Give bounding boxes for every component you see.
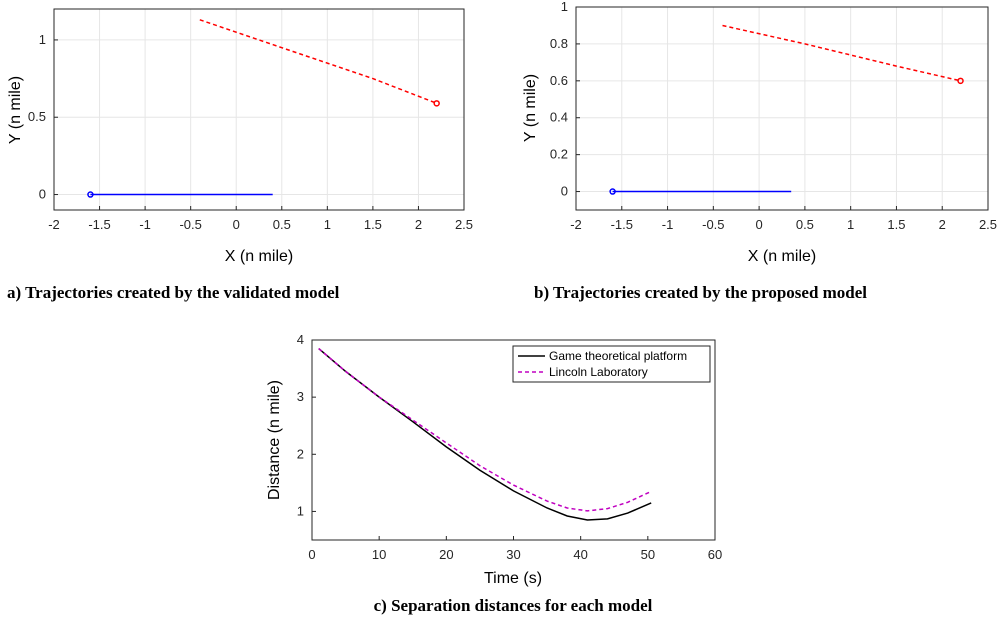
x-tick-label: 40: [573, 547, 587, 562]
chart-panel-c: 0 10 20 30 40 50 60 1 2 3 4 Game theoretical platf…: [266, 332, 722, 615]
x-tick-label: -2: [48, 217, 60, 232]
tick-labels-a: -2 -1.5 -1 -0.5 0 0.5 1 1.5 2 2.5 0 0.5 1: [28, 32, 473, 232]
x-tick-label: 2.5: [979, 217, 997, 232]
chart-panel-a: -2 -1.5 -1 -0.5 0 0.5 1 1.5 2 2.5 0 0.5 1 X (n mile)…: [7, 8, 473, 302]
y-tick-label: 2: [297, 446, 304, 461]
x-axis-label-b: X (n mile): [748, 248, 816, 265]
x-tick-label: 1: [847, 217, 854, 232]
plot-area-b: [576, 7, 988, 210]
y-tick-label: 0.5: [28, 109, 46, 124]
y-axis-label-c: Distance (n mile): [266, 380, 283, 500]
x-tick-label: 1: [324, 217, 331, 232]
axes-frame-a: [53, 8, 465, 211]
y-axis-label-b: Y (n mile): [522, 74, 539, 142]
y-tick-label: 0.6: [550, 73, 568, 88]
x-tick-label: 30: [506, 547, 520, 562]
series-end-marker: [957, 77, 964, 85]
tick-labels-c: 0 10 20 30 40 50 60 1 2 3 4: [297, 332, 722, 562]
tick-labels-b: -2 -1.5 -1 -0.5 0 0.5 1 1.5 2 2.5 0 0.2 0.4 0.6 0.8 1: [550, 0, 997, 232]
x-axis-label-c: Time (s): [484, 570, 542, 587]
legend-label-lincoln: Lincoln Laboratory: [549, 365, 648, 379]
chart-panel-b: -2 -1.5 -1 -0.5 0 0.5 1 1.5 2 2.5 0 0.2 0.4 0.6 0.8 1 X…: [522, 0, 997, 302]
series-start-marker: [609, 188, 616, 195]
series-group-b: [609, 24, 964, 195]
x-tick-label: -1.5: [88, 217, 110, 232]
axes-frame-c: [311, 339, 716, 541]
series-line-2: [318, 348, 652, 512]
legend-label-game: Game theoretical platform: [549, 349, 687, 363]
caption-c: c) Separation distances for each model: [374, 596, 653, 615]
series-line-2: [199, 19, 437, 104]
x-tick-label: -0.5: [702, 217, 724, 232]
plot-area-a: [54, 9, 464, 210]
y-tick-label: 0: [39, 187, 46, 202]
x-tick-label: 2: [415, 217, 422, 232]
x-axis-label-a: X (n mile): [225, 248, 293, 265]
y-tick-label: 1: [39, 32, 46, 47]
series-end-marker: [433, 100, 440, 107]
axes-frame-b: [575, 6, 989, 211]
legend-box: [512, 345, 711, 383]
x-tick-label: 10: [372, 547, 386, 562]
x-tick-label: 20: [439, 547, 453, 562]
x-tick-label: -1: [662, 217, 674, 232]
x-tick-label: -0.5: [179, 217, 201, 232]
series-start-marker: [87, 191, 94, 198]
y-tick-label: 3: [297, 389, 304, 404]
y-tick-label: 0.8: [550, 36, 568, 51]
x-tick-label: 1.5: [887, 217, 905, 232]
x-tick-label: 60: [708, 547, 722, 562]
x-tick-label: -1: [139, 217, 151, 232]
x-tick-label: -1.5: [611, 217, 633, 232]
caption-b: b) Trajectories created by the proposed …: [534, 283, 867, 302]
x-tick-label: -2: [570, 217, 582, 232]
x-tick-label: 50: [641, 547, 655, 562]
y-tick-label: 1: [297, 503, 304, 518]
caption-a: a) Trajectories created by the validated…: [7, 283, 340, 302]
y-axis-label-a: Y (n mile): [7, 76, 24, 144]
series-group-c: [318, 348, 652, 521]
x-tick-label: 0: [308, 547, 315, 562]
x-tick-label: 1.5: [364, 217, 382, 232]
series-line-2: [722, 24, 961, 82]
y-tick-label: 1: [561, 0, 568, 14]
y-tick-label: 4: [297, 332, 304, 347]
legend-c: Game theoretical platform Lincoln Labora…: [512, 345, 711, 383]
x-tick-label: 0: [233, 217, 240, 232]
y-tick-label: 0: [561, 184, 568, 199]
series-group-a: [87, 19, 440, 198]
y-tick-label: 0.4: [550, 110, 568, 125]
x-tick-label: 0.5: [273, 217, 291, 232]
x-tick-label: 0.5: [796, 217, 814, 232]
y-tick-label: 0.2: [550, 147, 568, 162]
x-tick-label: 2: [939, 217, 946, 232]
x-tick-label: 2.5: [455, 217, 473, 232]
x-tick-label: 0: [755, 217, 762, 232]
